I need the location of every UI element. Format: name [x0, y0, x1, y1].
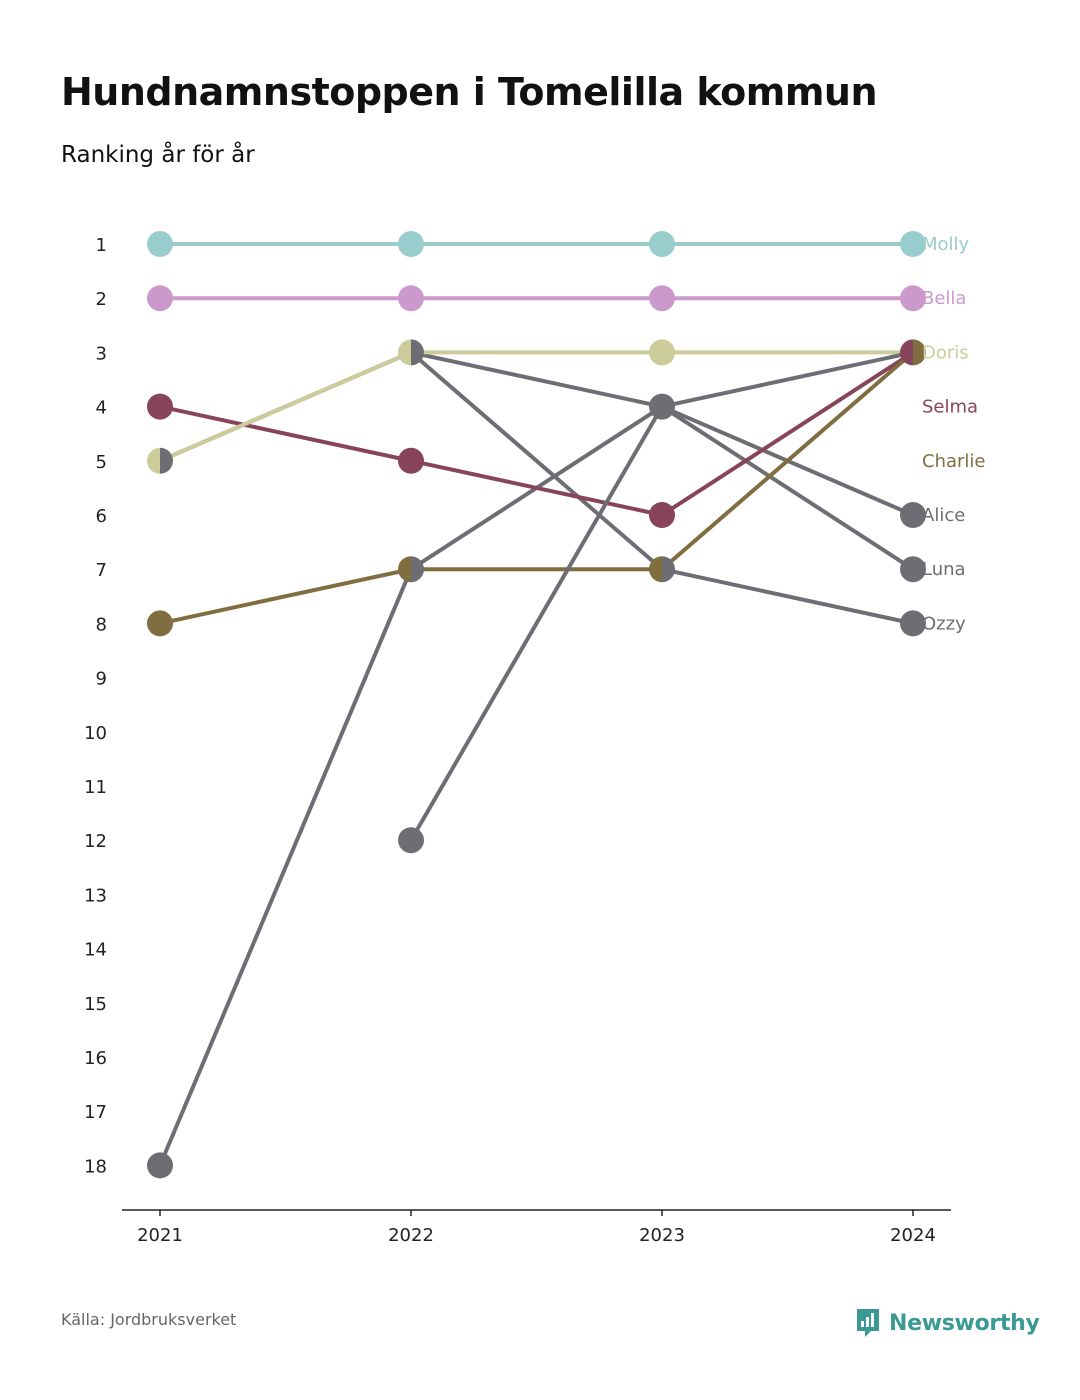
data-point	[649, 339, 675, 366]
data-point	[649, 231, 675, 257]
y-tick-label: 18	[84, 1156, 107, 1177]
x-axis: 2021 2022 2023 2024	[122, 1209, 951, 1246]
data-point	[398, 447, 424, 474]
series-label: Charlie	[922, 451, 985, 472]
x-tick-label: 2022	[388, 1225, 434, 1246]
x-tick-label: 2023	[639, 1225, 685, 1246]
data-point	[147, 610, 173, 637]
data-point	[398, 339, 411, 366]
data-point	[900, 610, 926, 637]
y-tick-label: 7	[96, 560, 107, 581]
newsworthy-logo-text: Newsworthy	[889, 1310, 1040, 1336]
series-label: Ozzy	[922, 613, 966, 634]
y-tick-label: 1	[96, 235, 107, 256]
data-point	[411, 339, 425, 366]
y-tick-label: 9	[96, 669, 107, 690]
series-points	[147, 231, 927, 1179]
series-label: Bella	[922, 288, 966, 309]
series-labels: Alice Luna Ozzy Selma Charlie Doris Bella Molly	[922, 234, 985, 634]
data-point	[649, 556, 662, 583]
data-point	[913, 339, 927, 366]
data-point	[900, 285, 926, 312]
source-note: Källa: Jordbruksverket	[61, 1310, 237, 1329]
data-point	[900, 231, 926, 257]
data-point	[398, 827, 424, 854]
newsworthy-logo-icon	[857, 1309, 879, 1337]
data-point	[398, 231, 424, 257]
newsworthy-logo: Newsworthy	[855, 1306, 1040, 1340]
y-tick-label: 10	[84, 723, 107, 744]
y-tick-label: 15	[84, 994, 107, 1015]
series-line	[158, 350, 915, 463]
y-tick-label: 8	[96, 614, 107, 635]
y-tick-label: 6	[96, 506, 107, 527]
data-point	[147, 231, 173, 257]
y-tick-label: 5	[96, 452, 107, 473]
data-point	[398, 556, 411, 583]
data-point	[649, 393, 675, 420]
data-point	[900, 339, 913, 366]
data-point	[900, 502, 926, 528]
x-tick-label: 2021	[137, 1225, 183, 1246]
data-point	[411, 556, 425, 583]
y-tick-label: 17	[84, 1102, 107, 1123]
y-tick-label: 11	[84, 777, 107, 798]
y-tick-label: 3	[96, 343, 107, 364]
y-tick-label: 4	[96, 398, 107, 419]
series-line	[409, 350, 915, 843]
data-point	[649, 285, 675, 312]
series-label: Molly	[922, 234, 970, 255]
series-line	[158, 350, 915, 626]
data-point	[147, 285, 173, 312]
data-point	[398, 285, 424, 312]
data-point	[900, 556, 926, 583]
series-line	[409, 350, 915, 572]
series-label: Alice	[922, 505, 965, 526]
data-point	[147, 447, 160, 474]
chart-title: Hundnamnstoppen i Tomelilla kommun	[61, 70, 878, 114]
y-tick-label: 2	[96, 289, 107, 310]
series-line	[158, 350, 915, 517]
series-label: Luna	[922, 559, 966, 580]
data-point	[147, 393, 173, 420]
y-tick-label: 14	[84, 940, 107, 961]
series-label: Selma	[922, 397, 978, 418]
series-label: Doris	[922, 342, 969, 363]
data-point	[160, 447, 173, 474]
data-point	[649, 502, 675, 528]
y-tick-label: 13	[84, 885, 107, 906]
y-tick-label: 12	[84, 831, 107, 852]
chart-subtitle: Ranking år för år	[61, 142, 255, 168]
x-tick-label: 2024	[890, 1225, 936, 1246]
series-lines	[158, 242, 915, 1168]
data-point	[662, 556, 676, 583]
data-point	[147, 1152, 173, 1179]
series-line	[158, 404, 915, 1168]
y-tick-label: 16	[84, 1048, 107, 1069]
